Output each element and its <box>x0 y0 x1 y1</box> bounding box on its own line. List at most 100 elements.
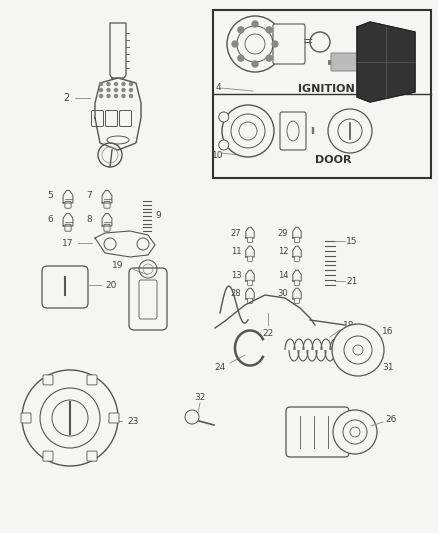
Circle shape <box>130 88 133 92</box>
Polygon shape <box>246 288 254 299</box>
Circle shape <box>114 83 117 85</box>
Text: 32: 32 <box>194 392 206 401</box>
FancyBboxPatch shape <box>87 451 97 461</box>
Text: 30: 30 <box>278 289 288 298</box>
Circle shape <box>99 83 102 85</box>
Text: 14: 14 <box>278 271 288 280</box>
FancyBboxPatch shape <box>247 256 253 261</box>
Text: 11: 11 <box>231 247 241 256</box>
Polygon shape <box>357 22 415 102</box>
Text: 26: 26 <box>385 416 397 424</box>
Text: 8: 8 <box>86 214 92 223</box>
Circle shape <box>333 410 377 454</box>
Circle shape <box>266 27 272 33</box>
Circle shape <box>130 83 133 85</box>
FancyBboxPatch shape <box>21 413 31 423</box>
Circle shape <box>238 55 244 61</box>
Polygon shape <box>293 270 301 281</box>
Circle shape <box>219 112 229 122</box>
Polygon shape <box>63 190 73 203</box>
Text: IGNITION: IGNITION <box>298 84 355 94</box>
Text: 29: 29 <box>278 229 288 238</box>
Text: 18: 18 <box>343 321 355 330</box>
Polygon shape <box>246 246 254 257</box>
Circle shape <box>22 370 118 466</box>
Circle shape <box>219 140 229 150</box>
Text: 28: 28 <box>231 289 241 298</box>
Text: 24: 24 <box>214 362 226 372</box>
FancyBboxPatch shape <box>109 413 119 423</box>
FancyBboxPatch shape <box>294 298 300 303</box>
Circle shape <box>130 94 133 98</box>
Text: 9: 9 <box>155 212 161 221</box>
Text: 20: 20 <box>105 280 117 289</box>
FancyBboxPatch shape <box>280 112 306 150</box>
Circle shape <box>266 55 272 61</box>
Text: 22: 22 <box>262 328 274 337</box>
Text: 7: 7 <box>86 191 92 200</box>
Circle shape <box>272 41 278 47</box>
FancyBboxPatch shape <box>273 24 305 64</box>
Text: 27: 27 <box>231 229 241 238</box>
Polygon shape <box>102 213 112 226</box>
Text: 4: 4 <box>215 84 221 93</box>
FancyBboxPatch shape <box>129 268 167 330</box>
Text: 16: 16 <box>382 327 394 335</box>
Text: DOOR: DOOR <box>314 155 351 165</box>
Text: II: II <box>311 126 315 135</box>
Polygon shape <box>63 213 73 226</box>
Bar <box>213 10 431 178</box>
Circle shape <box>232 41 238 47</box>
Circle shape <box>252 61 258 67</box>
Polygon shape <box>293 246 301 257</box>
FancyBboxPatch shape <box>42 266 88 308</box>
Text: 6: 6 <box>47 214 53 223</box>
Circle shape <box>222 105 274 157</box>
Circle shape <box>99 94 102 98</box>
Circle shape <box>107 83 110 85</box>
Polygon shape <box>110 23 126 78</box>
Polygon shape <box>95 78 141 150</box>
Text: 10: 10 <box>212 151 224 160</box>
Circle shape <box>40 388 100 448</box>
Text: =: = <box>303 36 313 49</box>
Circle shape <box>114 94 117 98</box>
Polygon shape <box>95 231 155 257</box>
Polygon shape <box>293 288 301 299</box>
FancyBboxPatch shape <box>294 237 300 243</box>
FancyBboxPatch shape <box>43 375 53 385</box>
Text: 5: 5 <box>47 191 53 200</box>
Circle shape <box>122 88 125 92</box>
Circle shape <box>107 88 110 92</box>
Circle shape <box>114 88 117 92</box>
Polygon shape <box>102 190 112 203</box>
FancyBboxPatch shape <box>331 53 359 71</box>
Polygon shape <box>246 227 254 238</box>
Circle shape <box>252 21 258 27</box>
Text: 13: 13 <box>231 271 241 280</box>
FancyBboxPatch shape <box>294 256 300 261</box>
Circle shape <box>107 94 110 98</box>
Circle shape <box>122 94 125 98</box>
Circle shape <box>328 109 372 153</box>
Circle shape <box>227 16 283 72</box>
Text: 15: 15 <box>346 237 358 246</box>
Text: 31: 31 <box>382 364 394 373</box>
Text: 23: 23 <box>127 416 139 425</box>
FancyBboxPatch shape <box>247 237 253 243</box>
FancyBboxPatch shape <box>247 280 253 285</box>
FancyBboxPatch shape <box>87 375 97 385</box>
FancyBboxPatch shape <box>294 280 300 285</box>
Circle shape <box>122 83 125 85</box>
Circle shape <box>332 324 384 376</box>
Text: 21: 21 <box>346 277 358 286</box>
Text: 2: 2 <box>63 93 69 103</box>
FancyBboxPatch shape <box>247 298 253 303</box>
FancyBboxPatch shape <box>286 407 349 457</box>
Circle shape <box>99 88 102 92</box>
Circle shape <box>238 27 244 33</box>
Text: 17: 17 <box>62 238 74 247</box>
Text: 12: 12 <box>278 247 288 256</box>
Text: 19: 19 <box>112 261 124 270</box>
FancyBboxPatch shape <box>43 451 53 461</box>
